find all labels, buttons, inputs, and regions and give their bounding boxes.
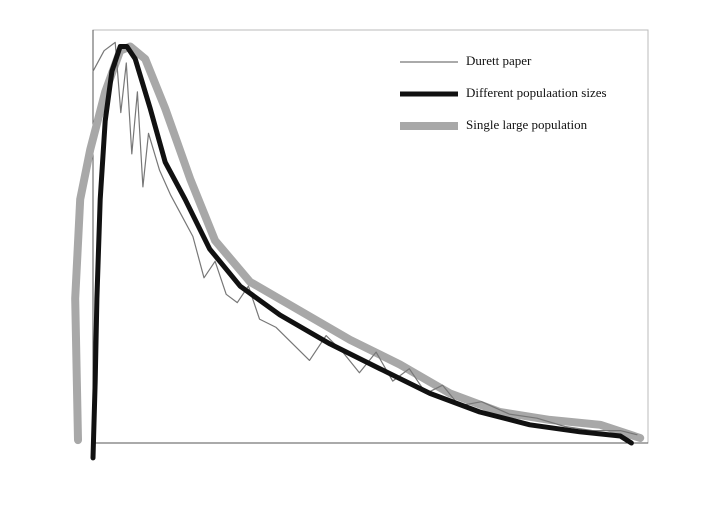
data-line bbox=[71, 42, 645, 445]
legend-label: Different populaation sizes bbox=[466, 85, 607, 100]
data-line bbox=[90, 44, 634, 461]
data-line bbox=[92, 41, 638, 436]
legend-label: Durett paper bbox=[466, 53, 532, 68]
legend-label: Single large population bbox=[466, 117, 588, 132]
